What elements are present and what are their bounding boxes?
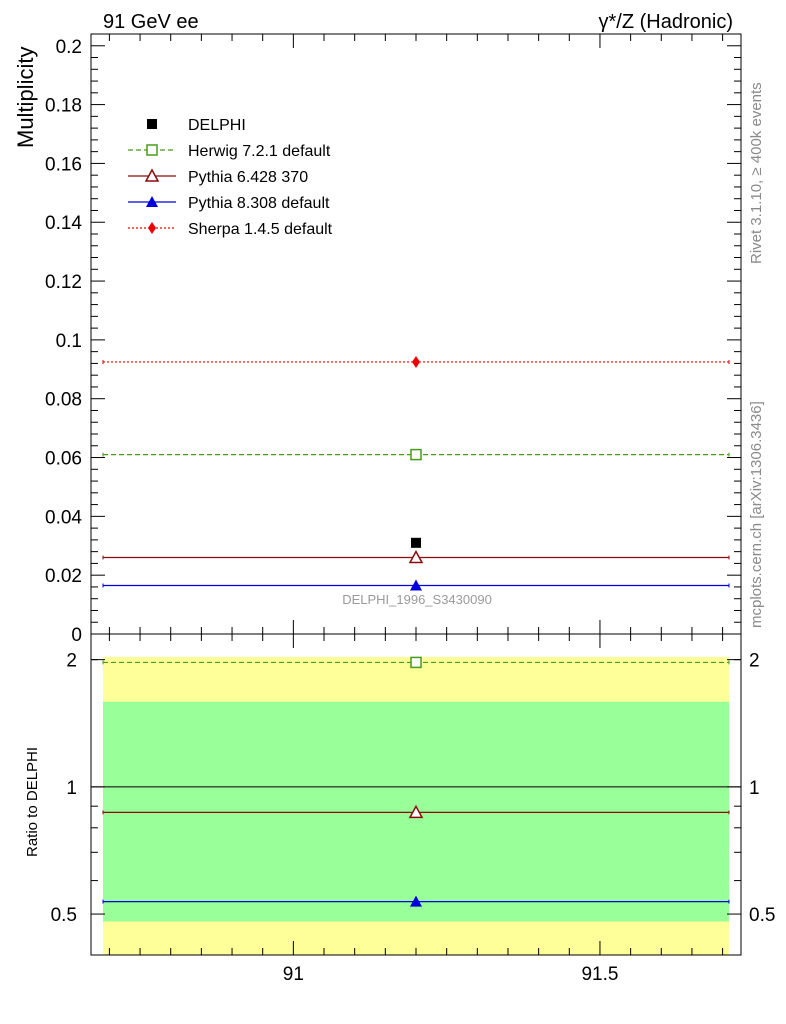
ratio-y-axis-label: Ratio to DELPHI bbox=[24, 747, 41, 857]
ratio-y-tick-label-left: 1 bbox=[66, 778, 77, 799]
legend-pythia8-marker bbox=[146, 196, 158, 207]
ratio-herwig-point bbox=[410, 656, 422, 669]
legend: DELPHI Herwig 7.2.1 default Pythia 6.428 3… bbox=[128, 117, 333, 238]
legend-pythia8-label: Pythia 8.308 default bbox=[188, 195, 330, 212]
x-tick-label: 91 bbox=[283, 964, 304, 985]
main-y-tick-label: 0.08 bbox=[45, 390, 82, 411]
main-y-tick-label: 0.12 bbox=[45, 272, 82, 293]
rivet-label: Rivet 3.1.10, ≥ 400k events bbox=[748, 82, 765, 264]
main-pythia8-point bbox=[410, 579, 422, 591]
axis-tick-labels: 0 0.02 0.04 0.06 0.08 0.1 0.12 0.14 0.16 0.18 0.2 0… bbox=[45, 37, 775, 985]
main-y-tick-label: 0.18 bbox=[45, 96, 82, 117]
ratio-y-tick-label-right: 0.5 bbox=[749, 905, 775, 926]
main-data-point bbox=[411, 537, 421, 548]
ratio-y-tick-label-right: 2 bbox=[749, 651, 760, 672]
legend-herwig-marker bbox=[146, 144, 158, 156]
header-right-title: γ*/Z (Hadronic) bbox=[599, 11, 733, 33]
mcplots-label: mcplots.cern.ch [arXiv:1306.3436] bbox=[748, 401, 765, 628]
ratio-y-tick-label-right: 1 bbox=[749, 778, 760, 799]
ratio-pythia8-point bbox=[410, 895, 422, 907]
legend-data-label: DELPHI bbox=[188, 117, 246, 134]
main-y-tick-label: 0.14 bbox=[45, 213, 82, 234]
main-y-tick-label: 0.02 bbox=[45, 566, 82, 587]
ratio-pythia6-point bbox=[408, 804, 424, 819]
ratio-series-group bbox=[102, 656, 730, 907]
main-herwig-point bbox=[410, 448, 422, 461]
legend-data-marker bbox=[147, 119, 157, 129]
main-y-tick-label: 0.1 bbox=[56, 331, 82, 352]
main-y-axis-label: Multiplicity bbox=[13, 47, 38, 148]
ratio-y-tick-label-left: 2 bbox=[66, 651, 77, 672]
analysis-id-label: DELPHI_1996_S3430090 bbox=[342, 592, 492, 607]
legend-herwig-label: Herwig 7.2.1 default bbox=[188, 143, 331, 160]
legend-pythia6-label: Pythia 6.428 370 bbox=[188, 169, 308, 186]
ratio-y-tick-label-left: 0.5 bbox=[51, 905, 77, 926]
main-pythia6-point bbox=[408, 549, 424, 564]
header-left-title: 91 GeV ee bbox=[103, 11, 199, 33]
main-y-tick-label: 0.06 bbox=[45, 449, 82, 470]
legend-sherpa-label: Sherpa 1.4.5 default bbox=[188, 221, 333, 238]
main-y-tick-label: 0.2 bbox=[56, 37, 82, 58]
axis-ticks bbox=[91, 33, 741, 956]
main-y-tick-label: 0.16 bbox=[45, 154, 82, 175]
main-sherpa-point bbox=[412, 355, 420, 368]
legend-pythia6-marker bbox=[144, 168, 160, 182]
main-y-tick-label: 0.04 bbox=[45, 507, 82, 528]
main-y-tick-label: 0 bbox=[71, 625, 82, 646]
legend-sherpa-marker bbox=[148, 222, 156, 234]
x-tick-label: 91.5 bbox=[581, 964, 618, 985]
main-series-group bbox=[102, 355, 730, 591]
